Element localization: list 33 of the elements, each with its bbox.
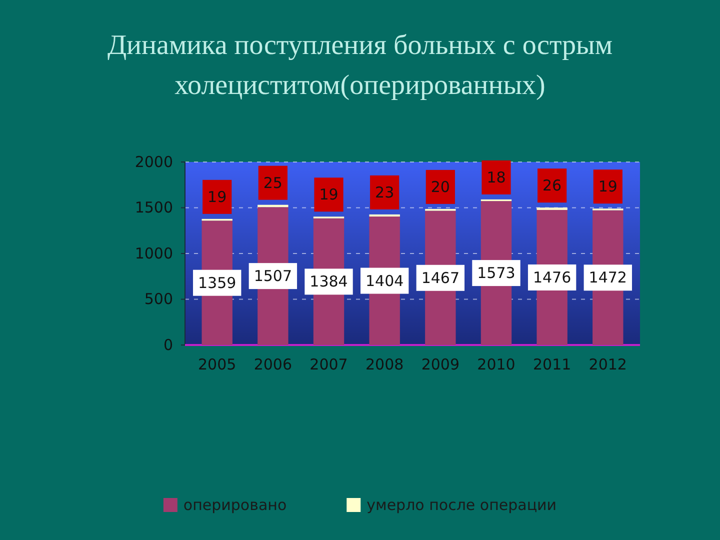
chart-title: Динамика поступления больных с острым холециститом(оперированных) <box>107 30 613 101</box>
data-label: 26 <box>542 176 562 195</box>
x-tick-label: 2005 <box>198 356 236 374</box>
data-label: 1476 <box>532 268 572 286</box>
data-label: 1467 <box>421 268 460 287</box>
x-tick-label: 2012 <box>588 356 627 374</box>
data-label: 1472 <box>588 268 627 287</box>
y-tick-label: 2000 <box>134 152 173 171</box>
data-label: 1507 <box>254 267 292 286</box>
data-label: 19 <box>319 186 338 204</box>
data-label: 1404 <box>365 272 404 290</box>
data-label: 18 <box>486 168 506 186</box>
x-tick-label: 2008 <box>365 356 404 374</box>
y-tick-label: 0 <box>163 336 173 354</box>
legend-label: умерло после операции <box>366 496 557 514</box>
x-tick-label: 2009 <box>421 356 460 374</box>
y-tick-label: 1500 <box>134 198 173 217</box>
data-label: 25 <box>263 174 282 192</box>
data-label: 1359 <box>198 274 236 292</box>
x-tick-label: 2010 <box>477 356 516 374</box>
y-tick-label: 1000 <box>134 244 173 262</box>
data-label: 19 <box>598 178 618 196</box>
x-tick-label: 2006 <box>254 356 292 374</box>
y-tick-label: 500 <box>144 290 173 308</box>
bar <box>369 214 400 217</box>
data-label: 20 <box>430 178 450 196</box>
data-label: 1384 <box>310 272 348 291</box>
x-tick-label: 2011 <box>532 356 572 374</box>
data-label: 19 <box>208 188 227 206</box>
x-tick-label: 2007 <box>310 356 348 374</box>
data-label: 23 <box>375 183 394 202</box>
legend-label: оперировано <box>183 496 287 514</box>
data-label: 1573 <box>477 264 516 282</box>
